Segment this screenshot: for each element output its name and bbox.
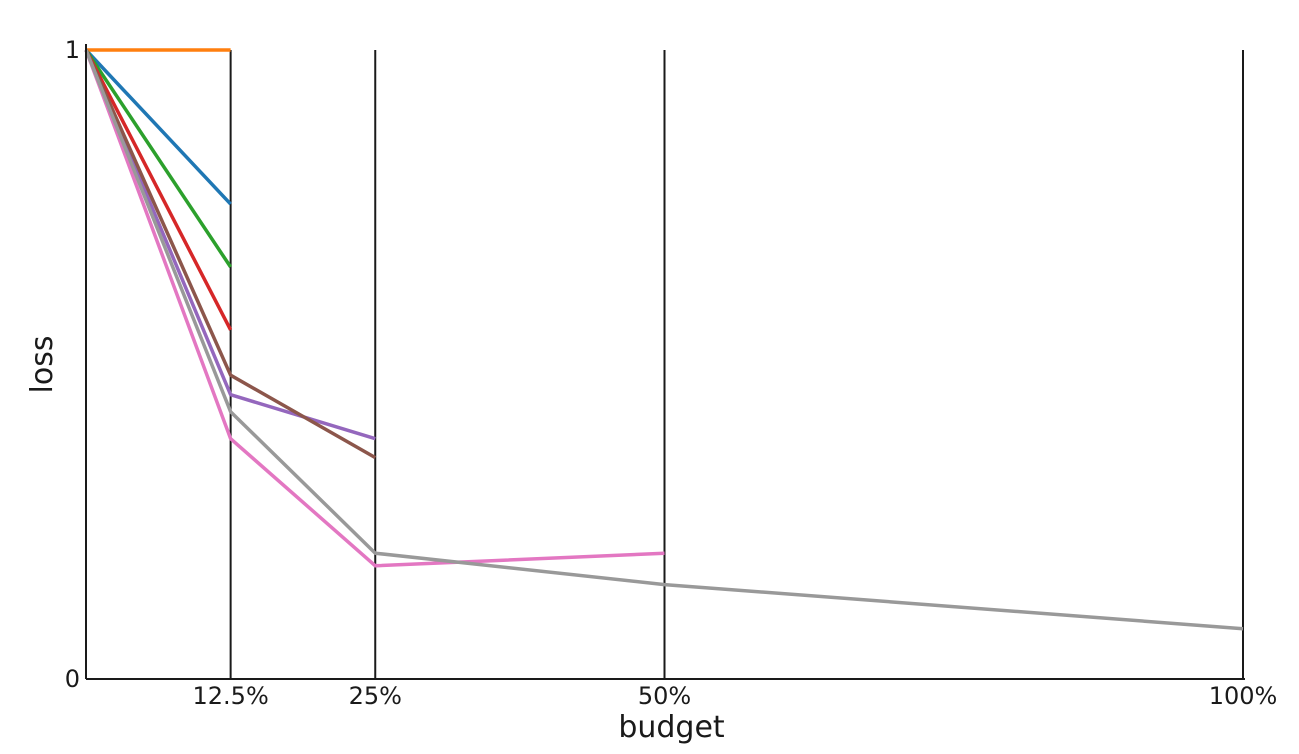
axes xyxy=(85,44,1245,680)
series-line-4 xyxy=(84,49,376,441)
series-lines xyxy=(84,48,1244,631)
y-axis-title: loss xyxy=(25,336,60,394)
tick-labels: 12.5% 25% 50% 100% 0 1 xyxy=(65,36,1278,710)
x-tick-label-2: 50% xyxy=(638,682,691,710)
series-line-2 xyxy=(84,49,233,268)
x-tick-label-1: 25% xyxy=(349,682,402,710)
x-axis-title: budget xyxy=(618,710,725,745)
series-line-5 xyxy=(84,49,377,460)
y-tick-label-0: 0 xyxy=(65,665,80,693)
series-line-7 xyxy=(84,49,1244,631)
series-line-6 xyxy=(84,49,665,568)
series-line-0 xyxy=(84,48,232,206)
x-tick-label-0: 12.5% xyxy=(193,682,269,710)
series-line-3 xyxy=(84,49,233,331)
x-tick-label-3: 100% xyxy=(1209,682,1278,710)
grid-lines xyxy=(229,50,1244,679)
y-tick-label-1: 1 xyxy=(65,36,80,64)
